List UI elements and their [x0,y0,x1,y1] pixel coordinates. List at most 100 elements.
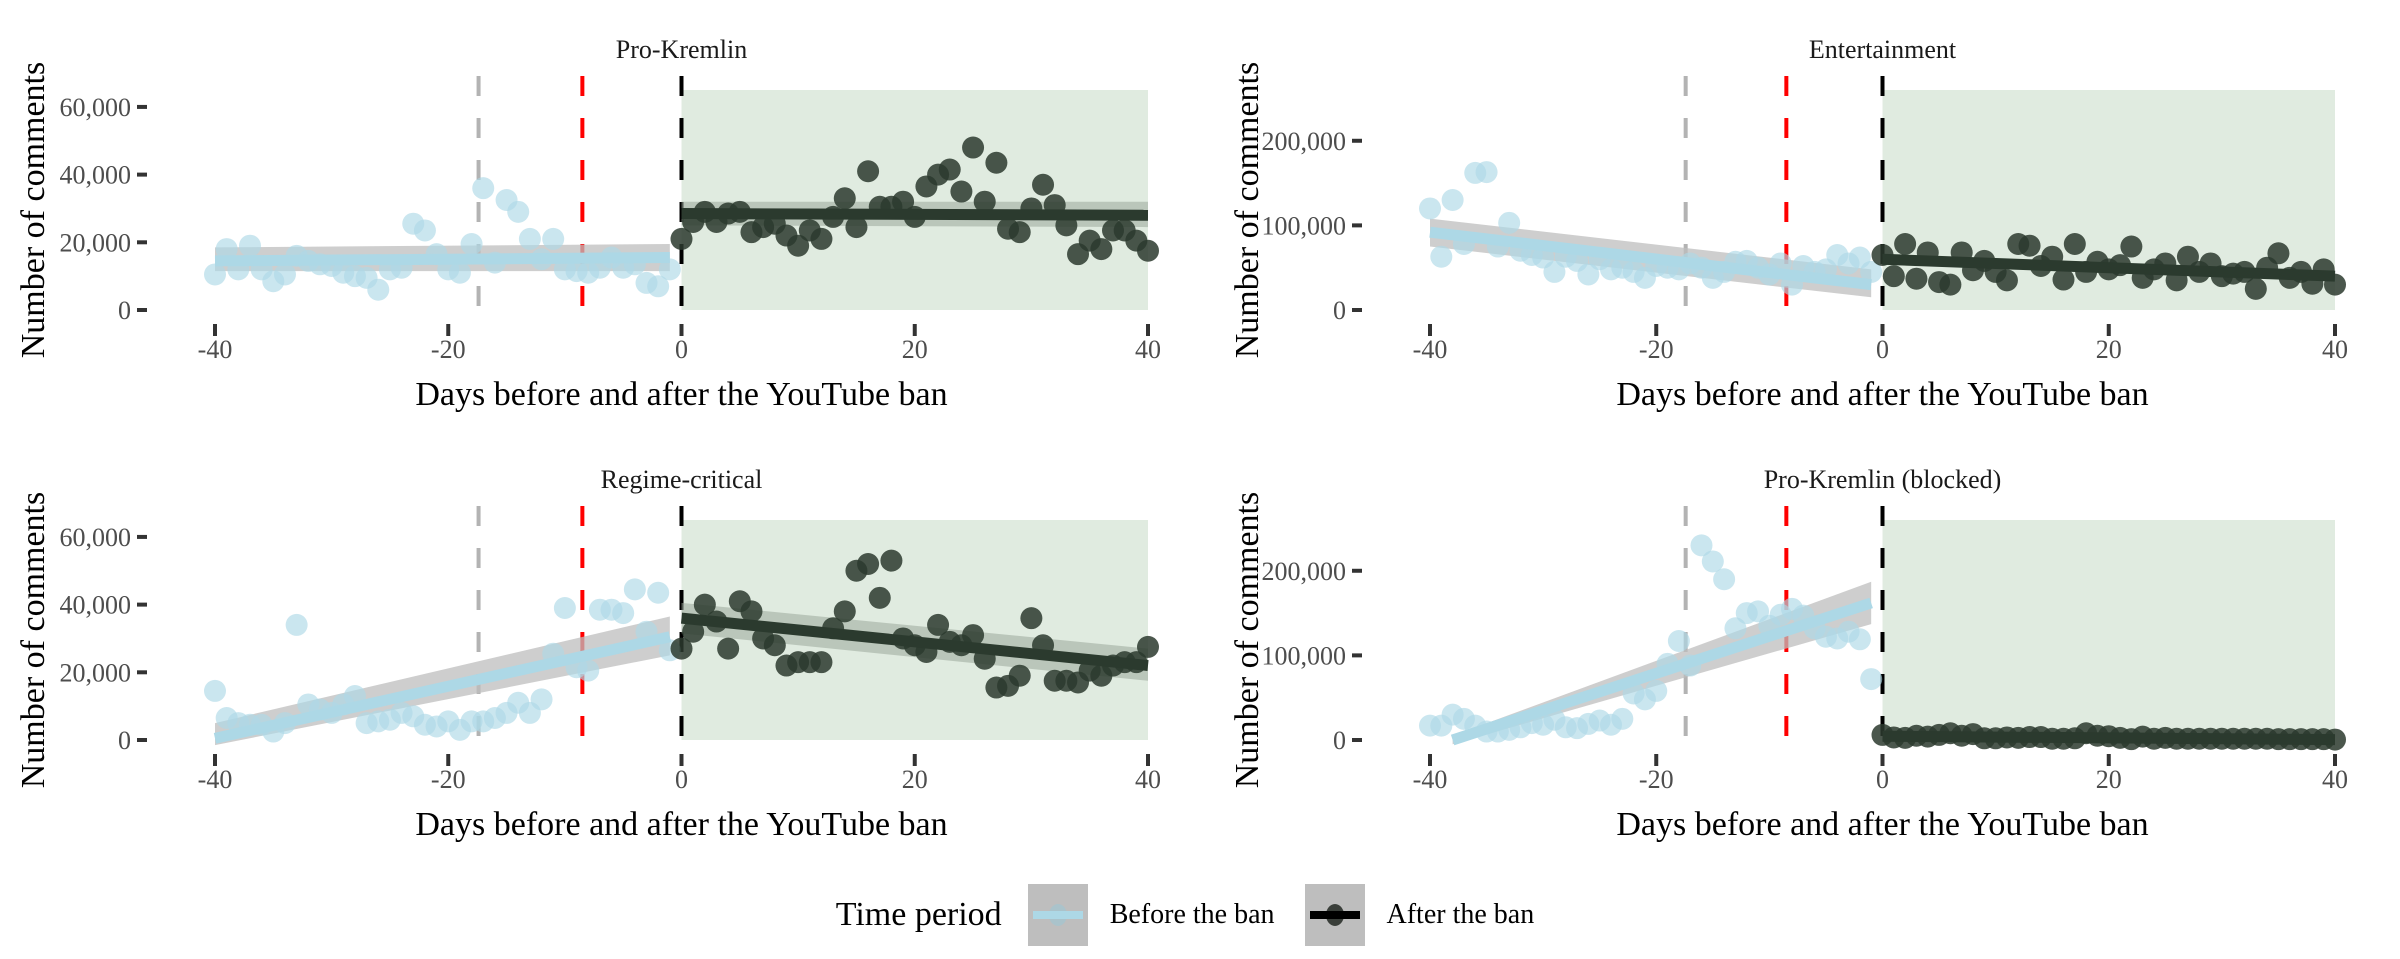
panel-1-y-tick-label: 40,000 [60,161,132,190]
panel-3-after-point [868,586,891,609]
panel-3-before-point [553,597,576,619]
panel-4-before-point [1701,550,1724,573]
panel-4-after-fit-line [1882,730,2336,746]
panel-3-x-tick-label: 40 [1135,765,1161,794]
panel-1-after-point [950,180,973,203]
panel-3-after-point [833,600,856,623]
panel-2-before-fit-line [1429,226,1872,291]
panel-1-before-point [367,278,390,301]
panel-4-before-point [1848,628,1871,651]
panel-3-x-tick-label: 0 [675,765,688,794]
panel-3-before-point [577,659,600,682]
panel-2-x-tick-label: 20 [2096,335,2122,364]
panel-2-after-point [2176,245,2199,268]
panel-3-y-tick-label: 0 [118,726,131,755]
panel-4-before-point [1667,630,1690,652]
panel-1-after-point [1090,238,1113,261]
panel-3-after-fit-line [680,612,1149,672]
panel-1-after-point [1137,239,1159,262]
panel-3-after-point [1020,607,1043,630]
panel-1-before-point [204,263,226,286]
panel-1-before-fit-line [214,252,670,267]
panel-2-title: Entertainment [1809,35,1957,64]
panel-1-x-tick-label: 0 [675,335,688,364]
panel-3-after-point [927,613,950,636]
panel-4-before-point [1690,534,1713,557]
panel-1-after-point [833,187,856,210]
panel-1-y-tick-label: 20,000 [60,228,132,257]
panel-3-before-point [285,613,308,636]
legend: Time period Before the ban After the ban [0,880,2400,950]
panel-3-x-tick-label: -40 [198,765,233,794]
panel-4-before-point [1860,668,1883,691]
panel-1-y-axis-title: Number of comments [15,62,52,359]
panel-2-y-tick-label: 0 [1333,296,1346,325]
panel-2-x-tick-label: -40 [1413,335,1448,364]
panel-4-x-tick-label: -20 [1639,765,1674,794]
panel-1-before-point [448,261,471,284]
panel-1-after-point [787,234,810,257]
panel-2-before-point [1498,211,1521,234]
panel-3-after-point [880,549,903,572]
panel-3-before-point [623,578,646,601]
panel-4-y-tick-label: 0 [1333,726,1346,755]
panel-2-y-axis-title: Number of comments [1229,62,1266,359]
panel-1-y-tick-label: 60,000 [60,93,132,122]
panel-4-title: Pro-Kremlin (blocked) [1764,465,2002,494]
panel-4-x-tick-label: -40 [1413,765,1448,794]
panel-2-before-point [1475,161,1498,184]
panel-2-before-point [1577,263,1600,286]
panel-3-x-tick-label: 20 [902,765,928,794]
panel-4-before-fit-line [1450,597,1873,746]
panel-2-after-fit-line [1882,253,2336,282]
panel-1-x-axis-title: Days before and after the YouTube ban [415,376,947,413]
panel-1-after-fit-line [681,208,1149,221]
panel-2-before-point [1543,260,1566,283]
panel-2-after-point [1894,233,1917,255]
panel-1-after-point [857,160,880,183]
panel-1-before-point [460,233,483,255]
panel-1-before-point [273,263,296,286]
panel-4-before-point [1713,568,1736,591]
panel-4-x-axis-title: Days before and after the YouTube ban [1616,806,2148,843]
panel-2-before-point [1430,245,1453,268]
panel-1-after-point [670,227,693,250]
panel-2-y-tick-label: 200,000 [1262,127,1347,156]
panel-3-y-tick-label: 20,000 [60,658,132,687]
panel-2-after-point [1995,269,2018,292]
panel-1-x-tick-label: -20 [431,335,466,364]
panel-1-after-point [973,190,996,213]
panel-2-before-point [1441,189,1464,211]
panel-3-after-point [1008,664,1031,687]
panel-3-y-tick-label: 40,000 [60,591,132,620]
legend-key-before [1027,884,1088,946]
panel-3-after-point [717,637,740,660]
panel-4-y-tick-label: 100,000 [1262,641,1347,670]
panel-1-after-point [938,158,961,181]
panel-2-after-point [2052,268,2075,291]
panel-4-y-axis-title: Number of comments [1229,492,1266,789]
panel-3-before-point [204,679,226,702]
panel-1-x-tick-label: 40 [1135,335,1161,364]
panel-4-x-tick-label: 40 [2322,765,2348,794]
panel-3-x-tick-label: -20 [431,765,466,794]
panel-1-before-point [542,227,565,250]
panel-2-before-point [1860,260,1883,283]
panel-1-before-point [507,200,530,223]
panel-3-y-tick-label: 60,000 [60,523,132,552]
panel-3-before-point [647,581,670,604]
panel-4-x-tick-label: 0 [1876,765,1889,794]
panel-2-after-point [2120,235,2143,258]
panel-3-after-point [763,634,786,657]
panel-3-before-fit-line [213,631,672,744]
panel-1-title: Pro-Kremlin [616,35,747,64]
panel-3-y-axis-title: Number of comments [15,492,52,789]
panel-2-after-point [2063,233,2086,255]
panel-2-x-tick-label: 40 [2322,335,2348,364]
panel-2-after-point [1882,265,1905,288]
panel-3-after-point [962,624,985,647]
legend-label-after: After the ban [1386,899,1535,930]
panel-2-x-tick-label: 0 [1876,335,1889,364]
panel-3-after-point [682,620,705,643]
panel-1-before-point [472,177,495,200]
